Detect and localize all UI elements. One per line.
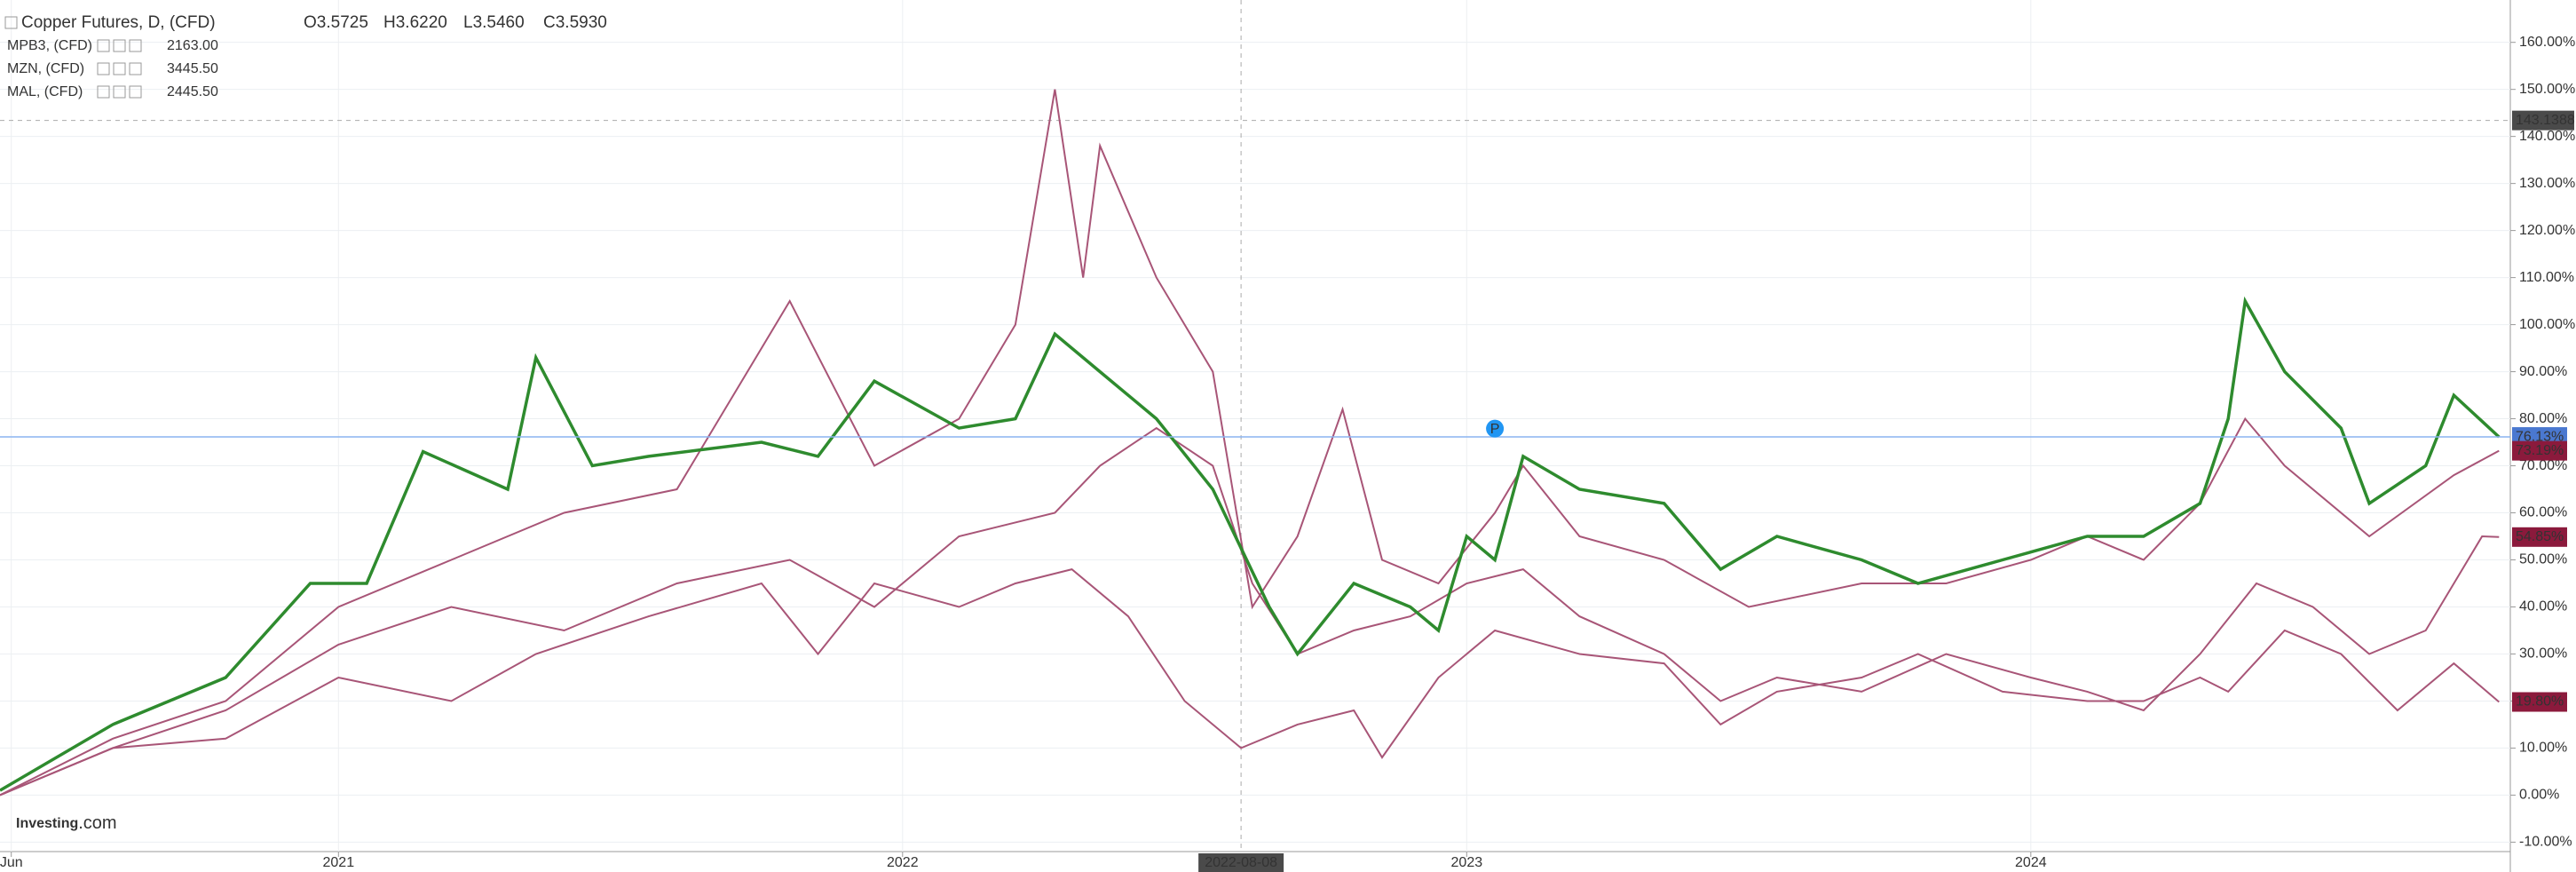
legend-name: MZN, (CFD) <box>7 61 84 76</box>
y-tick-label: 10.00% <box>2519 741 2567 756</box>
legend-price: 3445.50 <box>167 61 218 76</box>
ohlc-value: L3.5460 <box>463 13 525 32</box>
logo: Investing.com <box>16 813 117 833</box>
legend-icon <box>129 85 142 99</box>
legend-icon <box>129 39 142 52</box>
value-badge-label: 54.85% <box>2516 529 2564 544</box>
value-badge-label: 73.19% <box>2516 443 2564 458</box>
series-line <box>0 426 2500 797</box>
legend-title: Copper Futures, D, (CFD) <box>21 13 216 32</box>
y-tick-label: 160.00% <box>2519 35 2575 50</box>
y-tick-label: 70.00% <box>2519 458 2567 473</box>
crosshair-y-label: 143.1388 <box>2516 113 2575 128</box>
ohlc-value: H3.6220 <box>383 13 447 32</box>
legend-icon <box>129 62 142 75</box>
value-badge <box>2512 692 2567 712</box>
crosshair-x-badge <box>1198 853 1284 872</box>
crosshair-x-label: 2022-08-08 <box>1205 855 1277 870</box>
series-line <box>0 568 2500 797</box>
y-tick-label: -10.00% <box>2519 835 2572 850</box>
y-tick-label: 60.00% <box>2519 505 2567 520</box>
legend-price: 2445.50 <box>167 84 218 99</box>
y-tick-label: 130.00% <box>2519 176 2575 191</box>
x-tick-label: 2021 <box>323 855 355 870</box>
logo-brand: Investing <box>16 816 78 831</box>
logo-domain: .com <box>78 813 116 833</box>
x-tick-label: 2022 <box>887 855 919 870</box>
y-tick-label: 0.00% <box>2519 788 2559 803</box>
legend-name: MPB3, (CFD) <box>7 38 92 53</box>
value-badge-label: 19.80% <box>2516 694 2564 709</box>
y-tick-label: 100.00% <box>2519 317 2575 332</box>
y-tick-label: 30.00% <box>2519 646 2567 662</box>
y-tick-label: 50.00% <box>2519 552 2567 567</box>
value-badge <box>2512 440 2567 461</box>
y-tick-label: 150.00% <box>2519 82 2575 97</box>
x-tick-label: 2023 <box>1451 855 1483 870</box>
y-tick-label: 140.00% <box>2519 129 2575 144</box>
crosshair-y-badge <box>2512 110 2574 131</box>
legend-price: 2163.00 <box>167 38 218 53</box>
legend-icon <box>113 85 126 99</box>
legend-icon <box>97 85 110 99</box>
event-marker-label: P <box>1490 422 1500 437</box>
series-line <box>0 296 2501 792</box>
event-marker <box>1486 419 1505 438</box>
series-line <box>0 89 2500 797</box>
y-tick-label: 110.00% <box>2519 270 2574 285</box>
ohlc-value: C3.5930 <box>543 13 607 32</box>
legend-icon <box>113 62 126 75</box>
legend-icon <box>4 16 18 29</box>
ohlc-value: O3.5725 <box>304 13 368 32</box>
y-tick-label: 40.00% <box>2519 599 2567 614</box>
value-badge <box>2512 527 2567 547</box>
legend-icon <box>97 39 110 52</box>
y-tick-label: 80.00% <box>2519 411 2567 426</box>
x-tick-label: Jun <box>0 855 23 870</box>
y-tick-label: 90.00% <box>2519 364 2567 379</box>
legend-icon <box>113 39 126 52</box>
legend-name: MAL, (CFD) <box>7 84 83 99</box>
value-badge-label: 76.13% <box>2516 429 2564 444</box>
legend-icon <box>97 62 110 75</box>
x-tick-label: 2024 <box>2015 855 2047 870</box>
y-tick-label: 120.00% <box>2519 223 2575 238</box>
